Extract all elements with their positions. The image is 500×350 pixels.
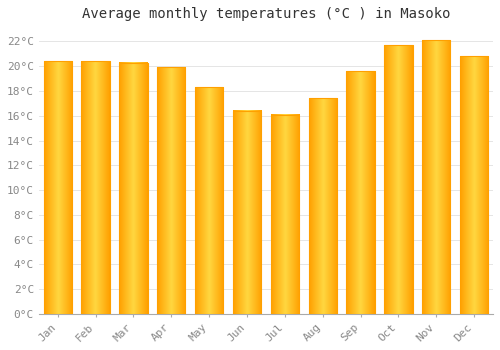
Bar (157, 68, 186, 314)
Bar (346, 71, 375, 314)
Bar (233, 111, 261, 314)
Bar (233, 111, 261, 314)
Bar (157, 68, 186, 314)
Bar (422, 40, 450, 314)
Bar (44, 61, 72, 314)
Bar (422, 40, 450, 314)
Title: Average monthly temperatures (°C ) in Masoko: Average monthly temperatures (°C ) in Ma… (82, 7, 450, 21)
Bar (119, 63, 148, 314)
Bar (308, 98, 337, 314)
Bar (384, 45, 412, 314)
Bar (460, 56, 488, 314)
Bar (384, 45, 412, 314)
Bar (82, 61, 110, 314)
Bar (460, 56, 488, 314)
Bar (44, 61, 72, 314)
Bar (82, 61, 110, 314)
Bar (119, 63, 148, 314)
Bar (346, 71, 375, 314)
Bar (195, 87, 224, 314)
Bar (270, 114, 299, 314)
Bar (195, 87, 224, 314)
Bar (308, 98, 337, 314)
Bar (270, 114, 299, 314)
